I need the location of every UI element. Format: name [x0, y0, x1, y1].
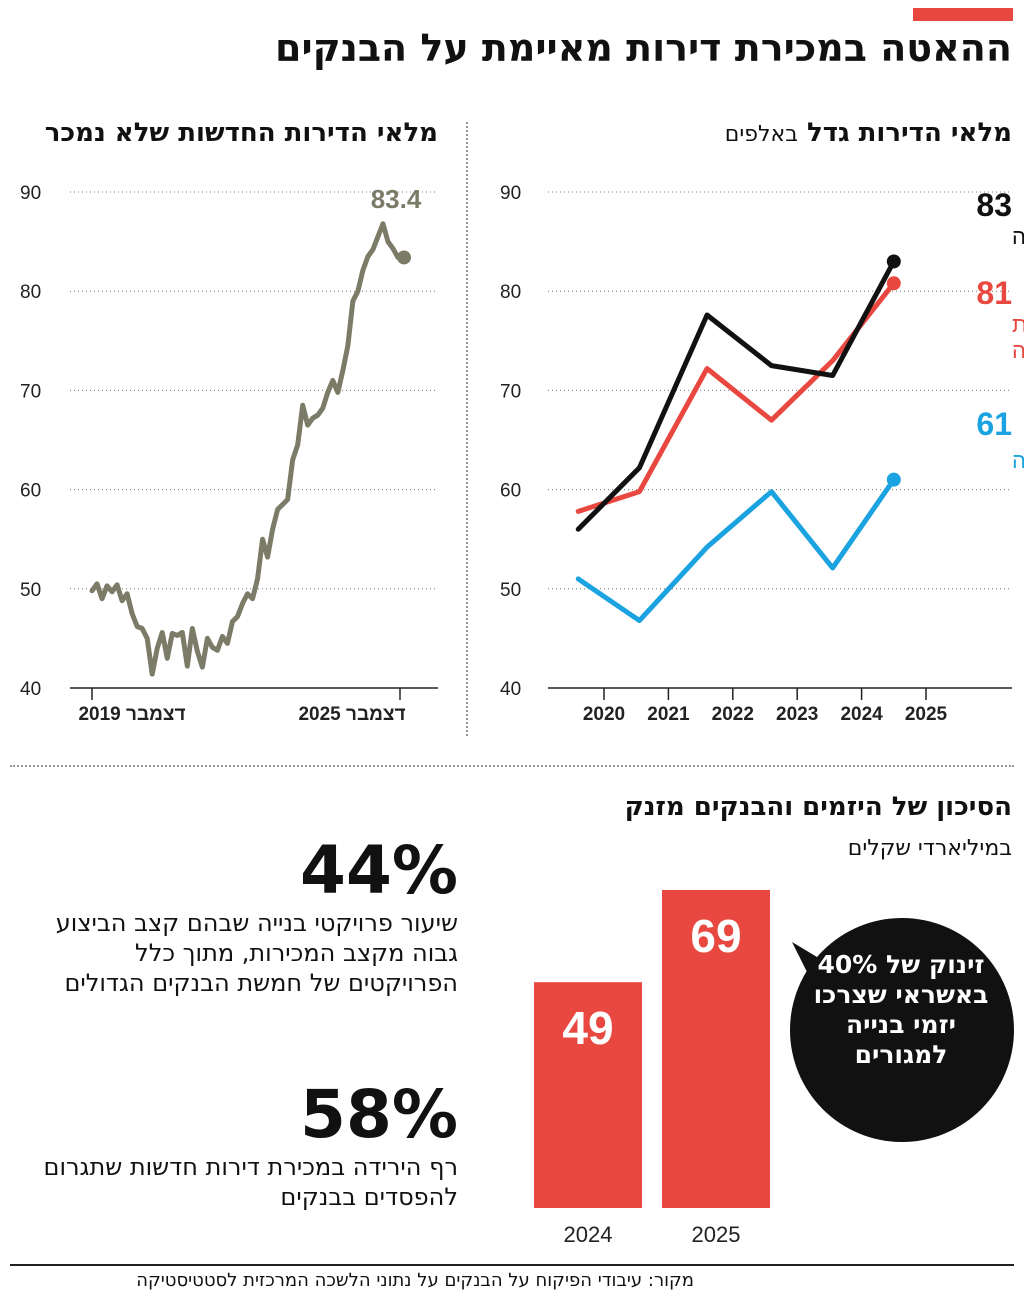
accent-bar	[913, 8, 1013, 21]
series-name-label-2: גמר בנייה	[1012, 448, 1024, 473]
risk-bar-value-label: 49	[562, 1002, 613, 1054]
stat-58-text: רף הירידה במכירת דירות חדשות שתגרום להפס…	[43, 1153, 458, 1211]
page-title: ההאטה במכירת דירות מאיימת על הבנקים	[275, 26, 1012, 70]
right-y-tick-label: 60	[500, 481, 521, 502]
unsold-stock-line	[89, 221, 401, 677]
stat-44-text: שיעור פרויקטי בנייה שבהם קצב הביצוע גבוה…	[55, 909, 458, 997]
left-y-tick-label: 80	[20, 282, 41, 303]
left-y-tick-label: 50	[20, 580, 41, 601]
unsold-stock-end-dot	[397, 250, 411, 265]
source-note: מקור: עיבודי הפיקוח על הבנקים על נתוני ה…	[136, 1270, 694, 1291]
left-y-tick-label: 90	[20, 183, 41, 204]
right-y-tick-label: 40	[500, 679, 521, 700]
horizontal-divider	[10, 765, 1014, 767]
series-end-dot-2	[886, 472, 901, 487]
right-x-tick-label: 2020	[583, 704, 625, 725]
series-name-label-0: היתרי בנייה	[1012, 224, 1024, 249]
series-line-2	[575, 477, 897, 624]
right-x-tick-label: 2025	[905, 704, 948, 725]
risk-bar-2024	[534, 982, 642, 1208]
risk-section-title: הסיכון של היזמים והבנקים מזנק	[624, 792, 1012, 822]
right-x-tick-label: 2023	[776, 704, 818, 725]
series-end-value-2: 61	[976, 406, 1012, 442]
risk-bar-category-label: 2024	[564, 1222, 613, 1247]
speech-bubble	[790, 918, 1014, 1142]
risk-section-subtitle: במיליארדי שקלים	[847, 836, 1012, 861]
series-end-value-1: 81	[976, 275, 1012, 311]
left-y-tick-label: 60	[20, 481, 41, 502]
series-line-0	[575, 258, 897, 532]
series-end-dot-0	[886, 254, 901, 269]
credit-bubble-text: זינוק של 40% באשראי שצרכו יזמי בנייה למג…	[813, 950, 989, 1069]
series-end-value-0: 83	[976, 187, 1012, 223]
footer-rule	[10, 1264, 1014, 1266]
series-name-label-1-b: בנייה	[1012, 338, 1024, 363]
left-x-tick-label: דצמבר 2019	[78, 704, 185, 725]
series-name-label-1-a: התחלות	[1012, 312, 1024, 337]
unsold-stock-end-value: 83.4	[371, 184, 422, 214]
right-y-tick-label: 50	[500, 580, 521, 601]
right-x-tick-label: 2021	[647, 704, 690, 725]
right-y-tick-label: 90	[500, 183, 521, 204]
right-x-tick-label: 2022	[712, 704, 754, 725]
right-chart-title: מלאי הדירות גדל באלפים	[725, 118, 1012, 148]
right-chart-unit: באלפים	[724, 122, 798, 147]
stat-44-value: 44%	[300, 832, 458, 909]
left-y-tick-label: 40	[20, 679, 41, 700]
risk-bar-2025	[662, 890, 770, 1208]
left-chart-title: מלאי הדירות החדשות שלא נמכר	[44, 118, 438, 148]
right-chart-title-text: מלאי הדירות גדל	[806, 118, 1012, 148]
right-y-tick-label: 70	[500, 381, 521, 402]
risk-bar-category-label: 2025	[692, 1222, 741, 1247]
risk-bar-value-label: 69	[690, 910, 741, 962]
series-end-dot-1	[886, 276, 901, 291]
series-line-1	[575, 280, 897, 514]
left-y-tick-label: 70	[20, 381, 41, 402]
stat-58-value: 58%	[300, 1076, 458, 1153]
right-y-tick-label: 80	[500, 282, 521, 303]
right-x-tick-label: 2024	[840, 704, 883, 725]
left-x-tick-label: דצמבר 2025	[298, 704, 405, 725]
vertical-divider	[466, 122, 468, 736]
